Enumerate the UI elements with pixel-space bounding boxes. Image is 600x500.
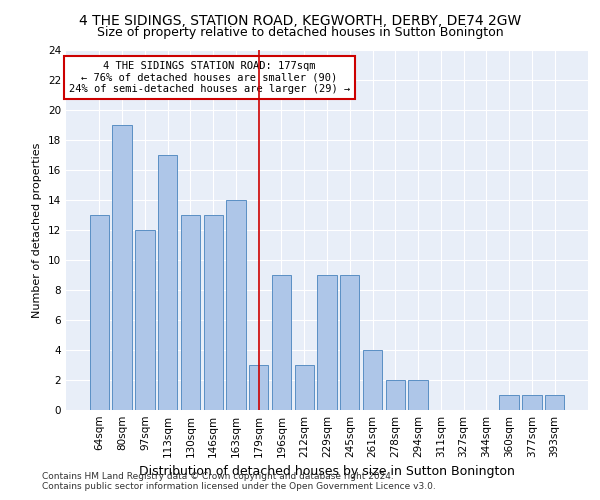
Bar — [317, 275, 337, 410]
Bar — [499, 395, 519, 410]
Bar — [295, 365, 314, 410]
Text: 4 THE SIDINGS, STATION ROAD, KEGWORTH, DERBY, DE74 2GW: 4 THE SIDINGS, STATION ROAD, KEGWORTH, D… — [79, 14, 521, 28]
Text: Contains HM Land Registry data © Crown copyright and database right 2024.: Contains HM Land Registry data © Crown c… — [42, 472, 394, 481]
Y-axis label: Number of detached properties: Number of detached properties — [32, 142, 43, 318]
Text: Contains public sector information licensed under the Open Government Licence v3: Contains public sector information licen… — [42, 482, 436, 491]
Bar — [545, 395, 564, 410]
Bar — [249, 365, 268, 410]
Bar — [90, 215, 109, 410]
Bar — [409, 380, 428, 410]
Text: Size of property relative to detached houses in Sutton Bonington: Size of property relative to detached ho… — [97, 26, 503, 39]
Bar — [203, 215, 223, 410]
Text: 4 THE SIDINGS STATION ROAD: 177sqm
← 76% of detached houses are smaller (90)
24%: 4 THE SIDINGS STATION ROAD: 177sqm ← 76%… — [69, 61, 350, 94]
Bar — [181, 215, 200, 410]
Bar — [226, 200, 245, 410]
Bar — [340, 275, 359, 410]
Bar — [158, 155, 178, 410]
Bar — [112, 125, 132, 410]
Bar — [135, 230, 155, 410]
Bar — [363, 350, 382, 410]
Bar — [386, 380, 405, 410]
X-axis label: Distribution of detached houses by size in Sutton Bonington: Distribution of detached houses by size … — [139, 466, 515, 478]
Bar — [272, 275, 291, 410]
Bar — [522, 395, 542, 410]
